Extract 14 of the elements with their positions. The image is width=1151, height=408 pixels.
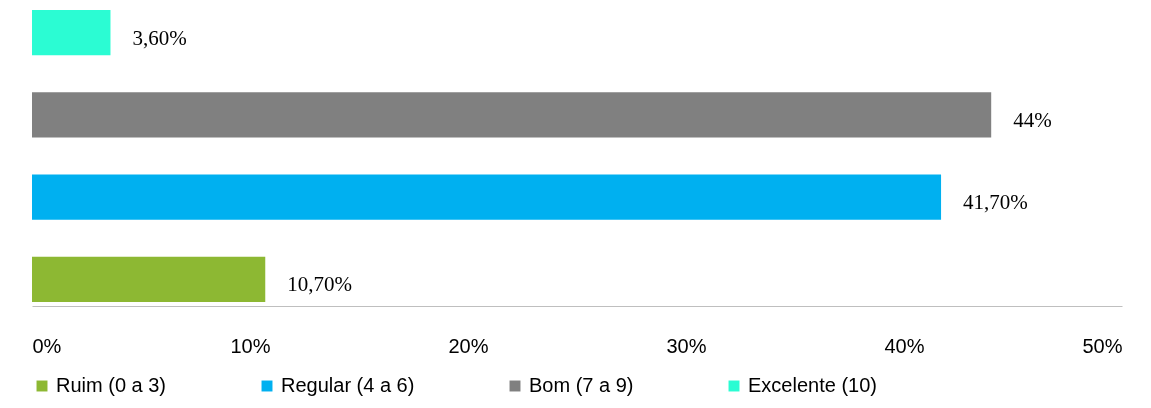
data-label: 41,70% [963, 190, 1028, 215]
data-label: 44% [1013, 107, 1052, 132]
x-tick-label: 10% [230, 334, 271, 357]
legend-label: Bom (7 a 9) [529, 374, 634, 396]
x-tick-label: 40% [884, 334, 925, 357]
x-tick-label: 30% [666, 334, 707, 357]
legend-label: Ruim (0 a 3) [56, 374, 167, 396]
x-tick-label: 50% [1082, 334, 1123, 357]
legend-label: Excelente (10) [748, 374, 877, 396]
x-tick-label: 0% [32, 334, 62, 357]
x-tick-label: 20% [448, 334, 489, 357]
data-label: 10,70% [287, 272, 353, 297]
data-label: 3,60% [132, 25, 187, 50]
legend-label: Regular (4 a 6) [281, 374, 415, 396]
